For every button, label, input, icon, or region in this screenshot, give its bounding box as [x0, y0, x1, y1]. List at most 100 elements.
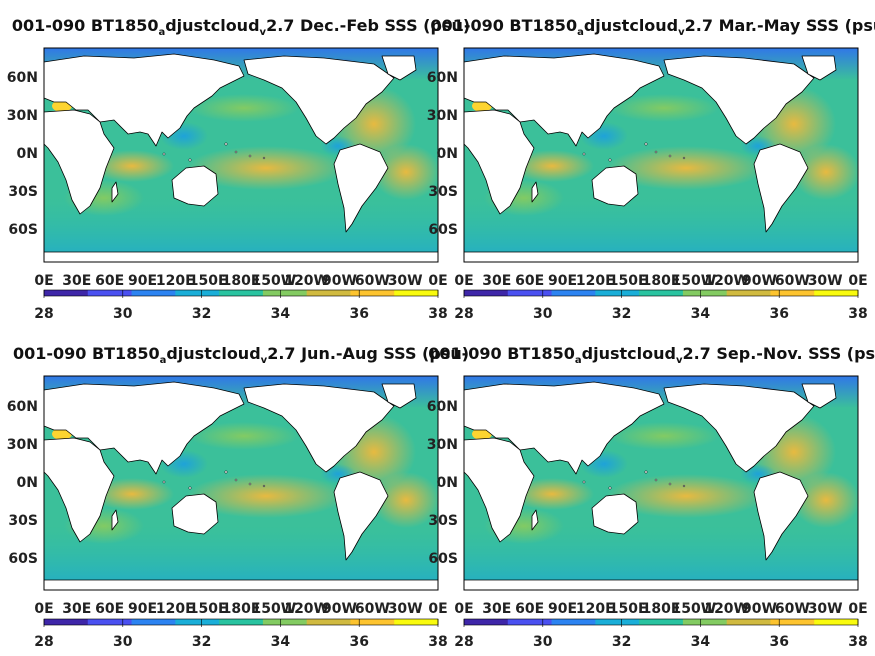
colorbar-segment [394, 290, 439, 296]
lon-tick-label: 150W [251, 601, 296, 617]
lon-tick-label: 60E [95, 601, 124, 617]
map-frame [463, 47, 861, 263]
panel-djf: 001-090 BT1850adjustcloudv2.7 Dec.-Feb S… [7, 16, 470, 322]
lon-tick-label: 90E [548, 273, 577, 289]
lat-tick-label: 30S [8, 513, 38, 529]
colorbar-tick-label: 38 [428, 306, 447, 322]
lon-tick-label: 0E [454, 601, 473, 617]
colorbar-tick-label: 34 [691, 634, 711, 650]
lat-tick-label: 60S [8, 551, 38, 567]
lat-tick-label: 30S [8, 184, 38, 200]
panel-title: 001-090 BT1850adjustcloudv2.7 Mar.-May S… [430, 16, 875, 38]
panel-title: 001-090 BT1850adjustcloudv2.7 Dec.-Feb S… [12, 16, 470, 38]
lon-tick-label: 120W [704, 601, 749, 617]
colorbar-segment [350, 290, 395, 296]
colorbar: 28 30 32 34 36 38 [34, 618, 448, 650]
colorbar-segment [682, 619, 728, 625]
lon-tick-label: 120E [156, 273, 195, 289]
lon-tick-label: 30W [808, 273, 843, 289]
colorbar-segment [464, 619, 509, 625]
colorbar-segment [507, 290, 553, 296]
lat-axis: 60N 30N 0N 30S 60S [7, 399, 38, 567]
lon-axis: 0E 30E 60E 90E120E150E180E150W120W90W60W30W… [34, 601, 447, 617]
colorbar-tick-label: 36 [349, 306, 368, 322]
lon-tick-label: 90W [322, 601, 357, 617]
panel-son: 001-090 BT1850adjustcloudv2.7 Sep.-Nov. … [427, 344, 875, 650]
colorbar-segment [131, 619, 176, 625]
lat-tick-label: 60S [428, 551, 458, 567]
colorbar-segment [262, 290, 308, 296]
lat-tick-label: 30N [7, 108, 38, 124]
colorbar-segment [306, 290, 351, 296]
lon-tick-label: 150E [609, 601, 648, 617]
colorbar-tick-label: 34 [691, 306, 711, 322]
lon-tick-label: 90W [322, 273, 357, 289]
colorbar-segment [595, 619, 640, 625]
lon-tick-label: 30W [388, 601, 423, 617]
lon-axis: 0E 30E 60E 90E120E150E180E150W120W90W60W30W… [34, 273, 447, 289]
lat-tick-label: 60N [427, 399, 458, 415]
lon-tick-label: 0E [34, 601, 53, 617]
lat-tick-label: 30S [428, 184, 458, 200]
lat-axis: 60N 30N 0N 30S 60S [7, 70, 38, 238]
colorbar-tick-label: 28 [454, 306, 473, 322]
colorbar-tick-label: 38 [428, 634, 447, 650]
lon-tick-label: 150W [671, 273, 716, 289]
colorbar-tick-label: 32 [192, 306, 211, 322]
lat-axis: 60N 30N 0N 30S 60S [427, 70, 458, 238]
colorbar-segment [350, 619, 395, 625]
lat-tick-label: 60S [8, 222, 38, 238]
lon-tick-label: 120E [156, 601, 195, 617]
lon-tick-label: 90E [548, 601, 577, 617]
colorbar-segment [770, 619, 815, 625]
colorbar-segment [507, 619, 553, 625]
colorbar-segment [464, 290, 509, 296]
lon-tick-label: 150E [189, 273, 228, 289]
lat-tick-label: 30S [428, 513, 458, 529]
colorbar-segment [595, 290, 640, 296]
lat-tick-label: 0N [17, 475, 38, 491]
colorbar-segment [770, 290, 815, 296]
lon-tick-label: 0E [848, 601, 867, 617]
colorbar-segment [175, 290, 220, 296]
lon-tick-label: 150W [251, 273, 296, 289]
colorbar-segment [394, 619, 439, 625]
map-frame [43, 47, 441, 263]
lon-tick-label: 30E [482, 601, 511, 617]
colorbar-segment [87, 619, 133, 625]
lat-tick-label: 60S [428, 222, 458, 238]
colorbar-segment [814, 290, 859, 296]
colorbar-segment [44, 290, 89, 296]
lon-tick-label: 90W [742, 601, 777, 617]
lon-tick-label: 120E [576, 601, 615, 617]
lon-tick-label: 150W [671, 601, 716, 617]
colorbar-segment [87, 290, 133, 296]
lon-tick-label: 60E [95, 273, 124, 289]
lon-tick-label: 0E [428, 601, 447, 617]
lat-tick-label: 0N [17, 146, 38, 162]
lon-tick-label: 180E [222, 273, 261, 289]
lon-tick-label: 120E [576, 273, 615, 289]
lon-tick-label: 90W [742, 273, 777, 289]
lat-tick-label: 60N [7, 70, 38, 86]
lon-tick-label: 120W [284, 601, 329, 617]
lon-tick-label: 60E [515, 273, 544, 289]
colorbar-tick-label: 32 [612, 306, 631, 322]
lon-tick-label: 120W [704, 273, 749, 289]
lon-tick-label: 30W [388, 273, 423, 289]
lon-tick-label: 0E [848, 273, 867, 289]
colorbar-tick-label: 38 [848, 306, 867, 322]
lat-tick-label: 30N [7, 437, 38, 453]
colorbar-segment [639, 290, 684, 296]
colorbar-segment [726, 619, 771, 625]
lat-tick-label: 0N [437, 475, 458, 491]
panel-title: 001-090 BT1850adjustcloudv2.7 Jun.-Aug S… [13, 344, 469, 366]
lon-tick-label: 30E [62, 601, 91, 617]
colorbar-tick-label: 32 [192, 634, 211, 650]
lon-tick-label: 90E [128, 601, 157, 617]
colorbar-tick-label: 34 [271, 306, 291, 322]
map-frame [463, 375, 861, 591]
lon-tick-label: 180E [642, 601, 681, 617]
lon-tick-label: 150E [189, 601, 228, 617]
